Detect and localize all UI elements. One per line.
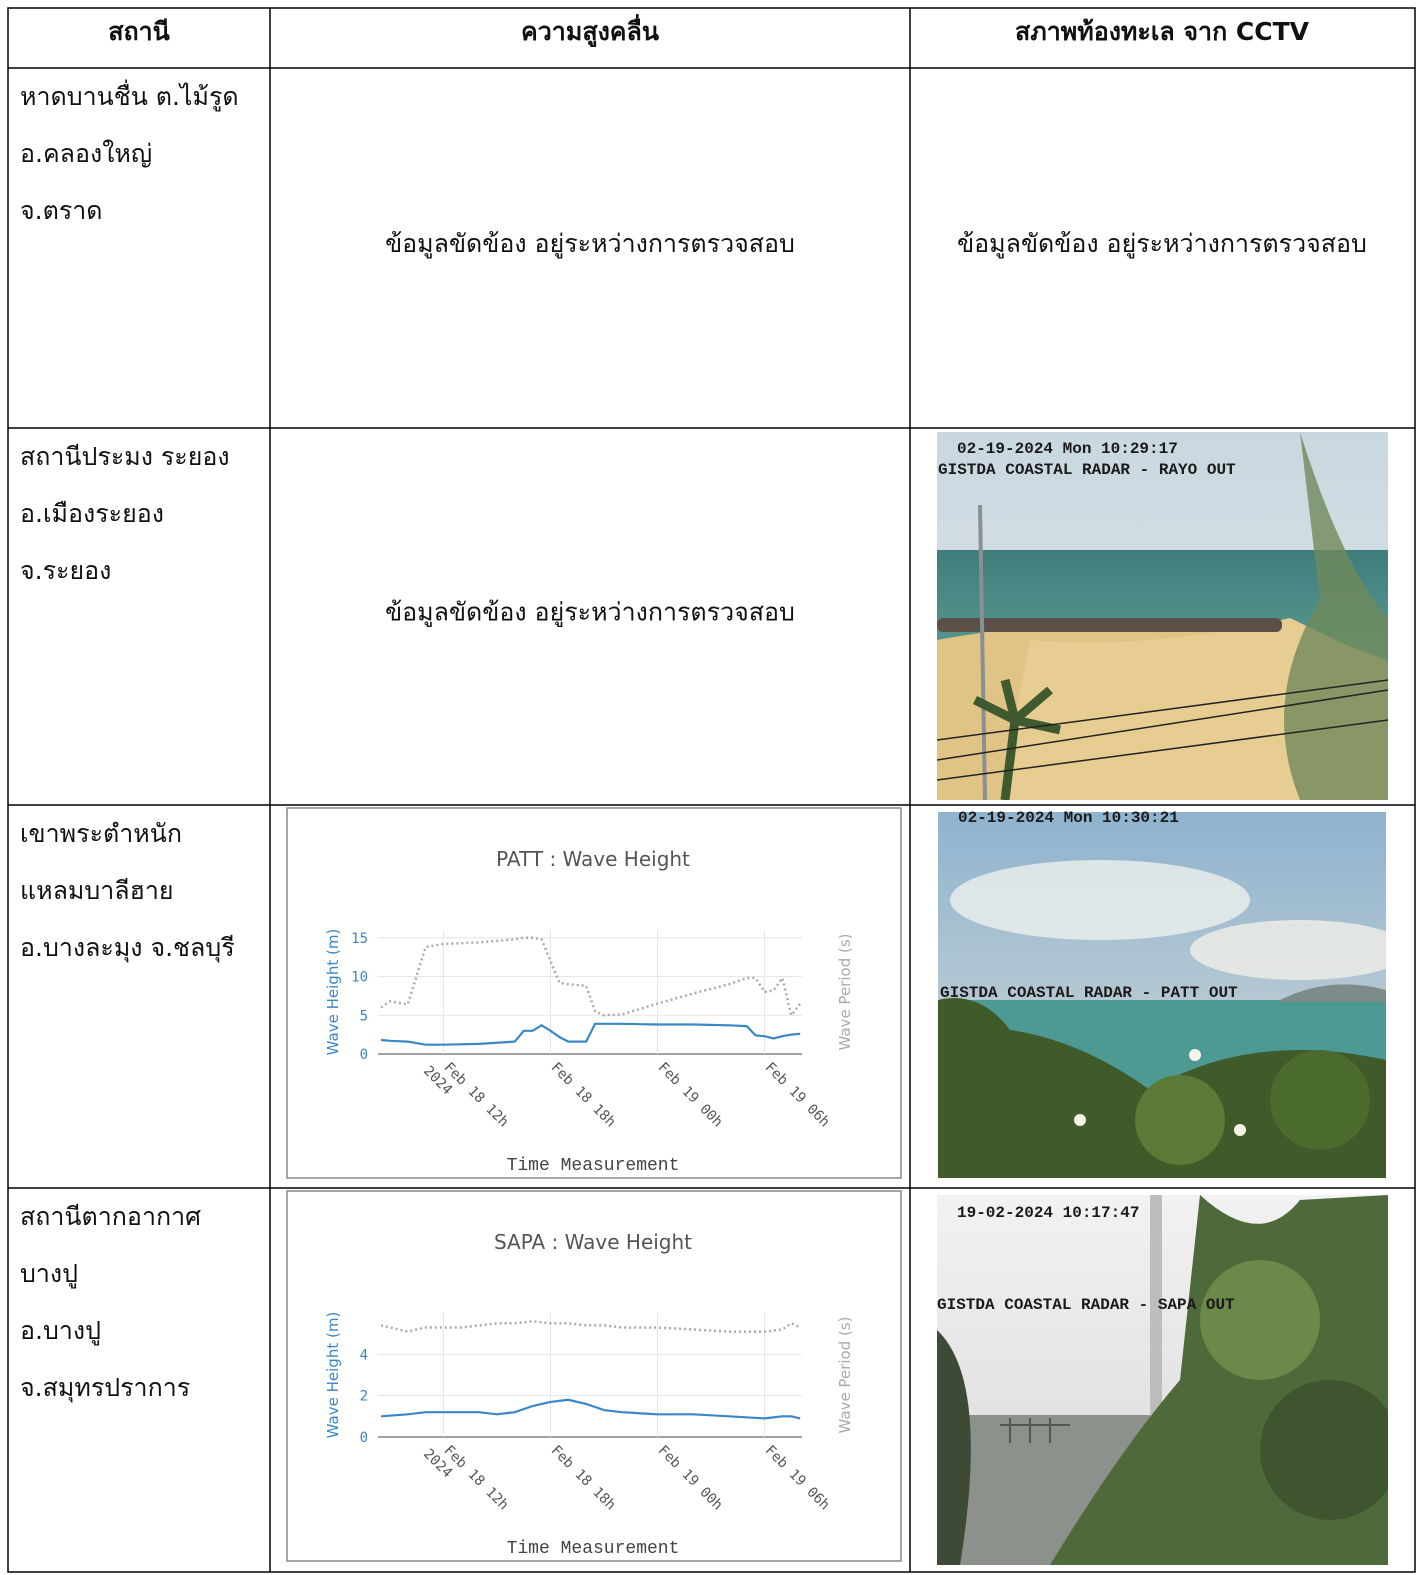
chart-title: PATT : Wave Height (496, 847, 690, 871)
header-cell: สภาพท้องทะเล จาก CCTV (1015, 17, 1310, 46)
station-line: สถานีตากอากาศ (20, 1202, 201, 1231)
table-lines (7, 7, 1416, 1573)
station-line: อ.บางละมุง จ.ชลบุรี (20, 933, 235, 963)
y2-axis-title: Wave Period (s) (836, 934, 854, 1051)
y-tick-label: 0 (360, 1047, 368, 1063)
header-cell: สถานี (108, 17, 170, 46)
station-line: แหลมบาลีฮาย (20, 876, 174, 905)
y-axis-title: Wave Height (m) (324, 1312, 342, 1439)
cctv-timestamp: 19-02-2024 10:17:47 (957, 1204, 1139, 1222)
cctv-image (937, 1195, 1388, 1565)
data-line (380, 1022, 801, 1046)
y2-axis-title: Wave Period (s) (836, 1317, 854, 1434)
cctv-caption: GISTDA COASTAL RADAR - PATT OUT (940, 984, 1238, 1002)
x-axis-title: Time Measurement (507, 1156, 680, 1176)
cctv-caption: GISTDA COASTAL RADAR - RAYO OUT (938, 461, 1236, 479)
status-text: ข้อมูลขัดข้อง อยู่ระหว่างการตรวจสอบ (385, 229, 795, 259)
cctv-image (937, 432, 1388, 800)
station-line: อ.คลองใหญ่ (20, 139, 152, 168)
x-axis-title: Time Measurement (507, 1539, 680, 1559)
y-tick-label: 10 (351, 970, 368, 986)
status-text: ข้อมูลขัดข้อง อยู่ระหว่างการตรวจสอบ (385, 598, 795, 628)
chart-frame (286, 1190, 902, 1562)
data-line (380, 1398, 801, 1420)
station-line: จ.ตราด (20, 196, 103, 225)
station-line: เขาพระตำหนัก (20, 819, 182, 848)
y-axis-title: Wave Height (m) (324, 929, 342, 1056)
header-cell: ความสูงคลื่น (521, 14, 659, 48)
station-line: บางปู (20, 1259, 78, 1289)
chart-title: SAPA : Wave Height (494, 1230, 692, 1254)
station-line: อ.เมืองระยอง (20, 499, 164, 528)
cctv-timestamp: 02-19-2024 Mon 10:30:21 (958, 809, 1179, 827)
station-line: สถานีประมง ระยอง (20, 442, 230, 471)
station-line: อ.บางปู (20, 1316, 101, 1346)
station-line: หาดบานชื่น ต.ไม้รูด (20, 79, 239, 112)
cctv-image (938, 812, 1386, 1178)
status-text: ข้อมูลขัดข้อง อยู่ระหว่างการตรวจสอบ (957, 229, 1367, 259)
chart-frame (286, 807, 902, 1179)
cctv-caption: GISTDA COASTAL RADAR - SAPA OUT (937, 1296, 1235, 1314)
y-tick-label: 4 (360, 1347, 368, 1363)
y-tick-label: 5 (360, 1008, 368, 1024)
station-line: จ.ระยอง (20, 556, 111, 585)
y-tick-label: 2 (360, 1389, 368, 1405)
y-tick-label: 15 (351, 931, 368, 947)
station-line: จ.สมุทรปราการ (20, 1373, 190, 1403)
y-tick-label: 0 (360, 1430, 368, 1446)
cctv-timestamp: 02-19-2024 Mon 10:29:17 (957, 440, 1178, 458)
